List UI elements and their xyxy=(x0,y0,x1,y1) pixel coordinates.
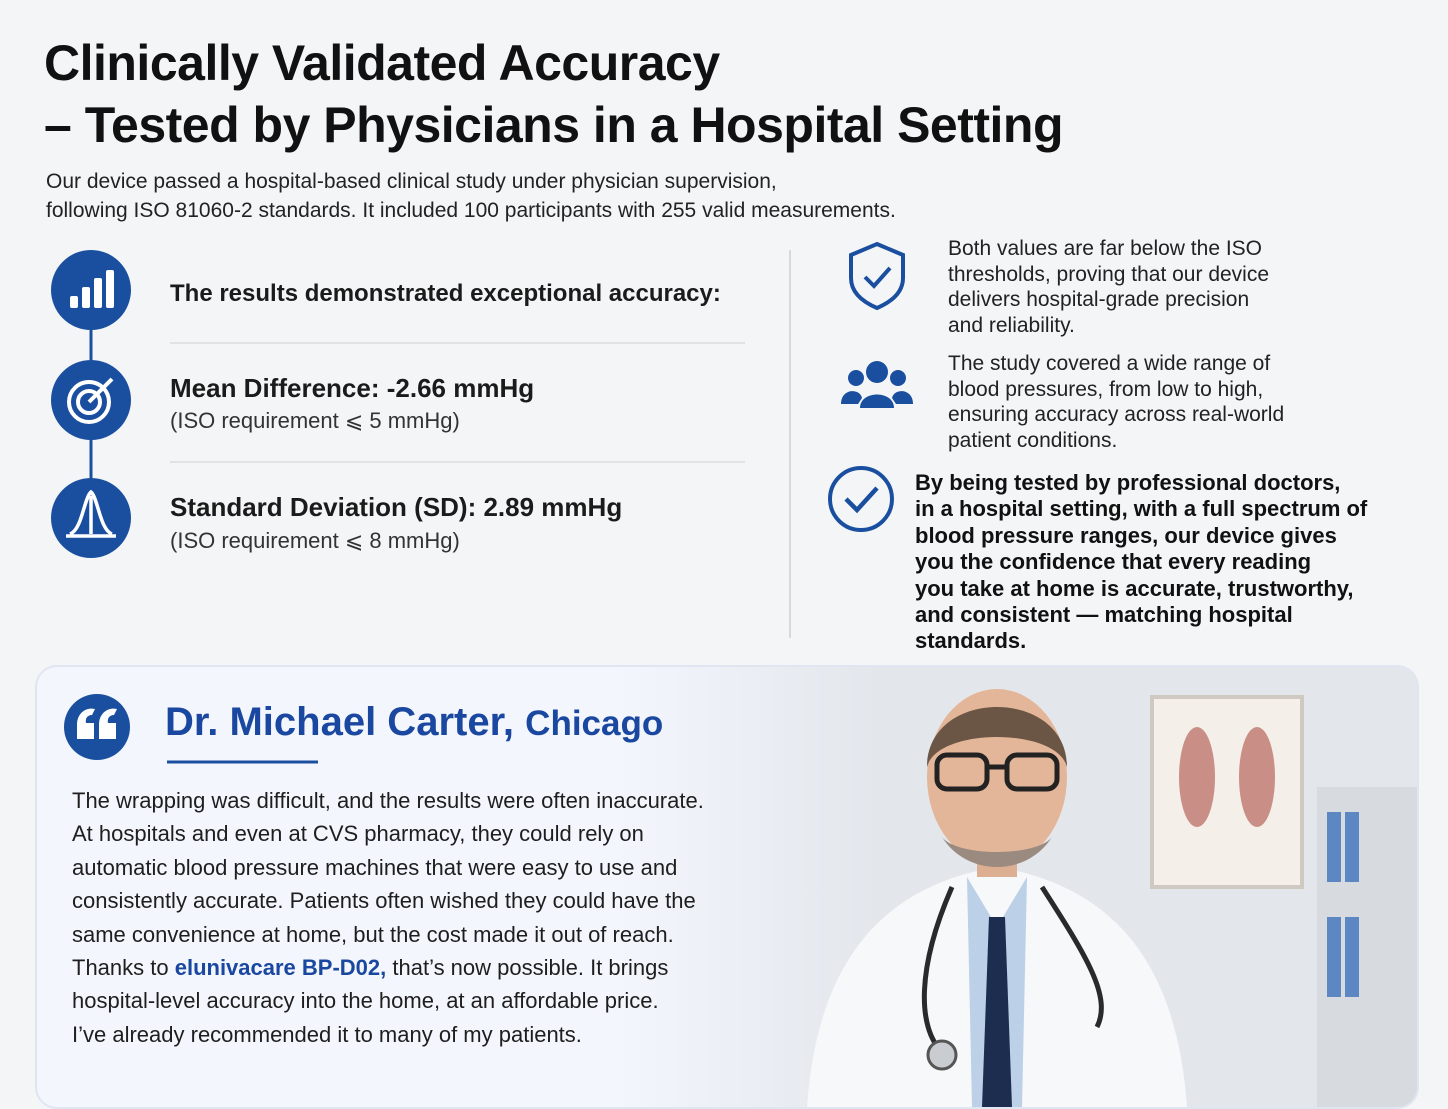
line: thresholds, proving that our device xyxy=(948,262,1270,286)
intro: Our device passed a hospital-based clini… xyxy=(46,170,777,193)
brand: elunivacare BP-D02, xyxy=(174,955,387,981)
line: standards. xyxy=(915,628,1027,654)
text: that’s now possible. It brings xyxy=(386,955,669,981)
result-note: (ISO requirement ⩽ 5 mmHg) xyxy=(170,408,460,433)
line: hospital-level accuracy into the home, a… xyxy=(72,988,659,1014)
results-heading: The results demonstrated exceptional acc… xyxy=(170,280,721,307)
line: delivers hospital-grade precision xyxy=(948,288,1250,311)
result-label: Mean Difference: -2.66 mmHg xyxy=(170,373,535,403)
line: At hospitals and even at CVS pharmacy, t… xyxy=(72,821,644,847)
line: ensuring accuracy across real-world xyxy=(948,403,1285,426)
title: – Tested by Physicians in a Hospital Set… xyxy=(44,97,1064,153)
icons xyxy=(51,241,913,638)
testimonial-text: The wrapping was difficult, and the resu… xyxy=(72,784,704,1051)
line: Thanks to elunivacare BP-D02, that’s now… xyxy=(72,951,704,984)
line: blood pressures, from low to high, xyxy=(948,377,1264,401)
line: you take at home is accurate, trustworth… xyxy=(915,575,1354,601)
highlight: The study covered a wide range of blood p… xyxy=(948,351,1284,453)
line: By being tested by professional doctors, xyxy=(915,470,1341,495)
line: Both values are far below the ISO xyxy=(948,237,1263,260)
line: I’ve already recommended it to many of m… xyxy=(72,1021,582,1047)
line: and reliability. xyxy=(948,313,1075,337)
highlight-bold: By being tested by professional doctors,… xyxy=(915,470,1367,655)
photo xyxy=(64,667,1417,1107)
testimonial-card xyxy=(35,665,1419,1109)
page: Clinically Validated Accuracy – Tested b… xyxy=(35,35,1419,1109)
line: consistently accurate. Patients often wi… xyxy=(72,888,696,914)
line: you the confidence that every reading xyxy=(915,549,1312,575)
intro: following ISO 81060-2 standards. It incl… xyxy=(46,199,896,222)
line: The wrapping was difficult, and the resu… xyxy=(72,788,704,813)
result-note: (ISO requirement ⩽ 8 mmHg) xyxy=(170,528,460,553)
line: same convenience at home, but the cost m… xyxy=(72,921,674,947)
line: patient conditions. xyxy=(948,428,1118,452)
line: and consistent — matching hospital xyxy=(915,602,1293,628)
text: Thanks to xyxy=(72,955,175,981)
result-label: Standard Deviation (SD): 2.89 mmHg xyxy=(170,492,623,522)
city: Chicago xyxy=(525,704,664,743)
line: in a hospital setting, with a full spect… xyxy=(915,496,1368,522)
name: Dr. Michael Carter, xyxy=(165,700,515,744)
line: The study covered a wide range of xyxy=(948,352,1271,375)
doctor-name: Dr. Michael Carter, Chicago xyxy=(165,700,663,745)
highlight: Both values are far below the ISO thresho… xyxy=(948,236,1269,338)
line: automatic blood pressure machines that w… xyxy=(72,854,678,880)
title: Clinically Validated Accuracy xyxy=(44,35,720,91)
line: blood pressure ranges, our device gives xyxy=(915,522,1337,548)
